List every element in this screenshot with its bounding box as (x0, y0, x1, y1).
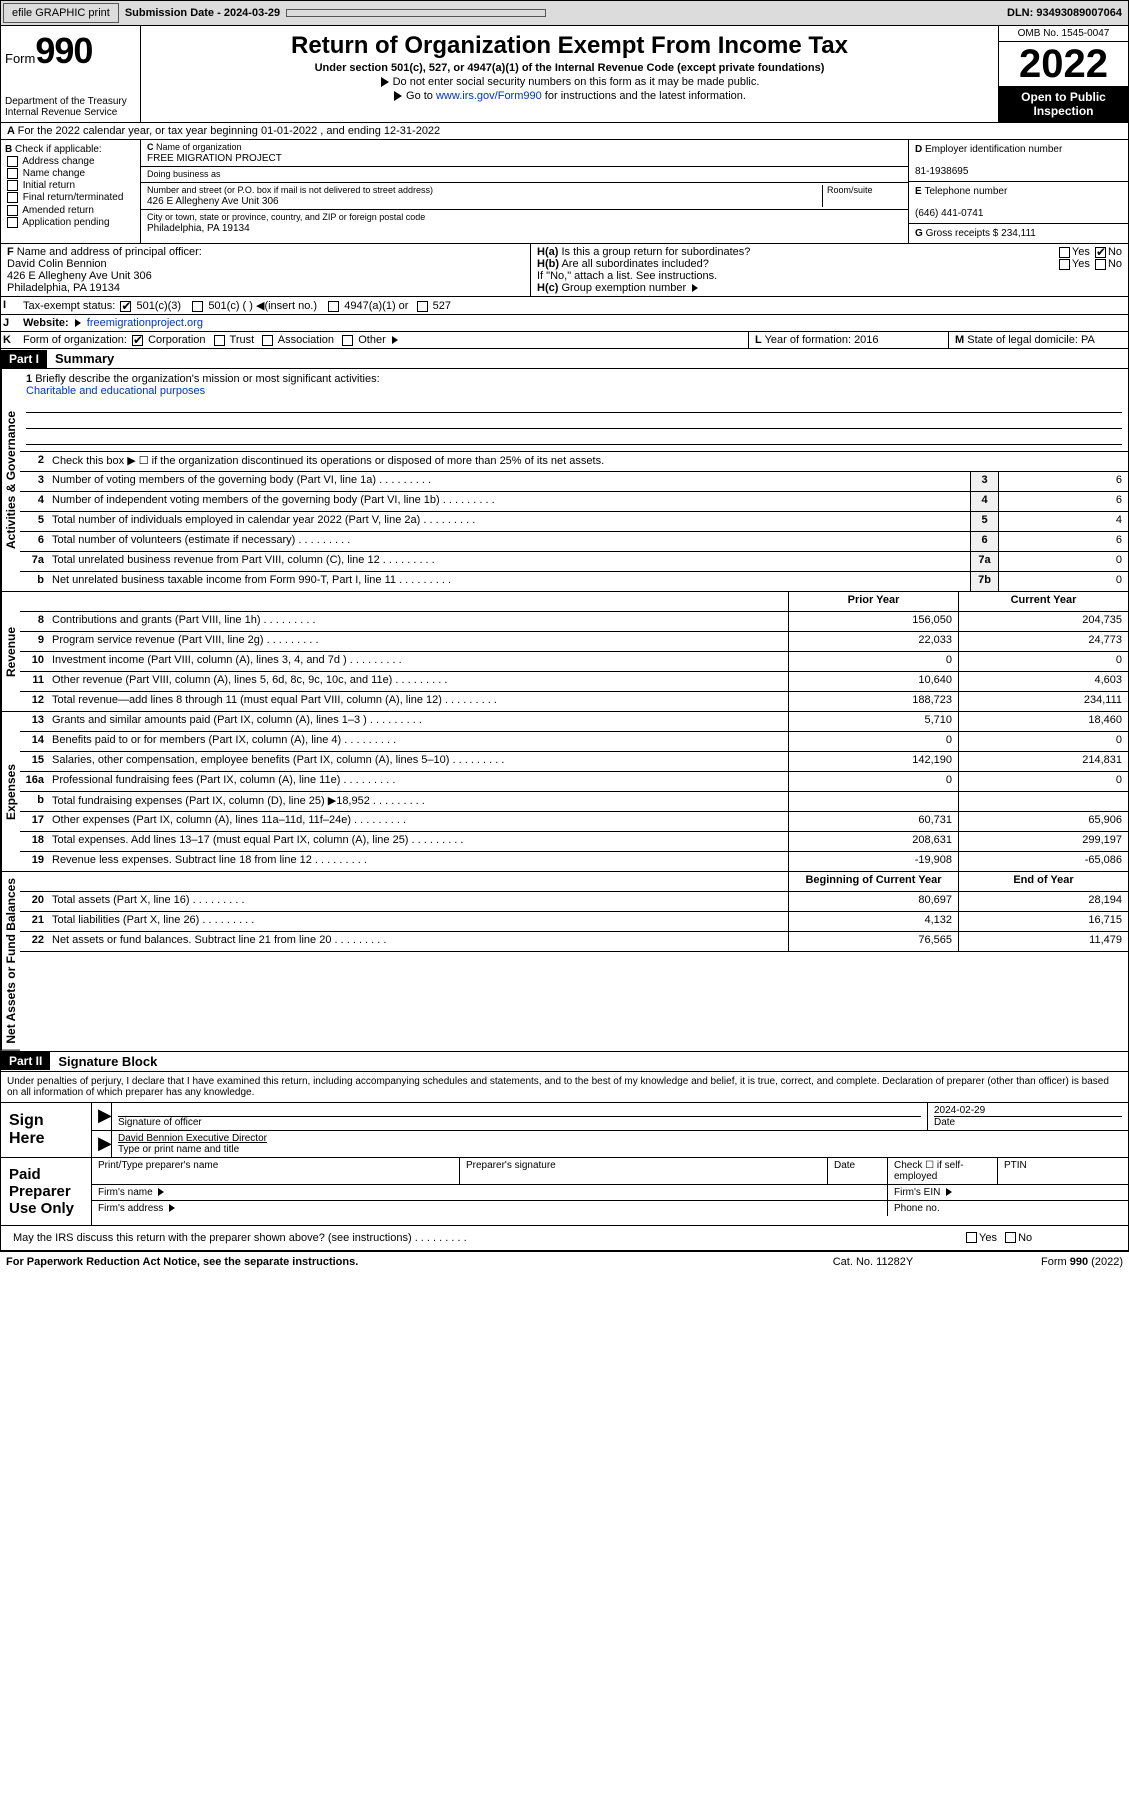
line-2: Check this box ▶ ☐ if the organization d… (48, 452, 1128, 471)
hdr-prior: Prior Year (788, 592, 958, 611)
part1-header: Part I Summary (0, 349, 1129, 369)
penalty-statement: Under penalties of perjury, I declare th… (0, 1072, 1129, 1103)
line-11: 11 Other revenue (Part VIII, column (A),… (20, 672, 1128, 692)
form-subtitle: Under section 501(c), 527, or 4947(a)(1)… (149, 62, 990, 74)
hdr-curr: Current Year (958, 592, 1128, 611)
vtab-governance: Activities & Governance (1, 369, 20, 592)
gross-cell: G Gross receipts $ 234,111 (909, 224, 1128, 243)
dba-cell: Doing business as (141, 167, 908, 183)
line-8: 8 Contributions and grants (Part VIII, l… (20, 612, 1128, 632)
hdr-eoy: End of Year (958, 872, 1128, 891)
group-return-block: H(a) Is this a group return for subordin… (531, 244, 1128, 296)
state-domicile: M State of legal domicile: PA (948, 332, 1128, 348)
line-15: 15 Salaries, other compensation, employe… (20, 752, 1128, 772)
line-16a: 16a Professional fundraising fees (Part … (20, 772, 1128, 792)
line-6: 6 Total number of volunteers (estimate i… (20, 532, 1128, 552)
hdr-boy: Beginning of Current Year (788, 872, 958, 891)
dln: DLN: 93493089007064 (1001, 7, 1128, 19)
phone-cell: E Telephone number(646) 441-0741 (909, 182, 1128, 224)
firm-ein: Firm's EIN (888, 1185, 1128, 1200)
line-7a: 7a Total unrelated business revenue from… (20, 552, 1128, 572)
line-4: 4 Number of independent voting members o… (20, 492, 1128, 512)
line-18: 18 Total expenses. Add lines 13–17 (must… (20, 832, 1128, 852)
submission-date: Submission Date - 2024-03-29 (121, 7, 284, 19)
tax-year: 2022 (999, 42, 1128, 86)
line-b: b Net unrelated business taxable income … (20, 572, 1128, 592)
line-9: 9 Program service revenue (Part VIII, li… (20, 632, 1128, 652)
ssn-warning: Do not enter social security numbers on … (149, 76, 990, 88)
vtab-expenses: Expenses (1, 712, 20, 872)
website-link[interactable]: freemigrationproject.org (87, 317, 203, 329)
vtab-revenue: Revenue (1, 592, 20, 712)
page-footer: For Paperwork Reduction Act Notice, see … (0, 1251, 1129, 1272)
col-b-checkboxes: B Check if applicable: Address change Na… (1, 140, 141, 243)
firm-name: Firm's name (92, 1185, 888, 1200)
org-name: FREE MIGRATION PROJECT (147, 153, 282, 164)
address-cell: Number and street (or P.O. box if mail i… (141, 183, 908, 210)
line-b: b Total fundraising expenses (Part IX, c… (20, 792, 1128, 812)
vtab-net: Net Assets or Fund Balances (1, 872, 20, 1051)
mission-block: 1 Briefly describe the organization's mi… (20, 369, 1128, 452)
line-14: 14 Benefits paid to or for members (Part… (20, 732, 1128, 752)
sign-here-label: Sign Here (1, 1103, 91, 1157)
officer-name: David Bennion Executive Director (118, 1133, 267, 1144)
preparer-sig-label: Preparer's signature (460, 1158, 828, 1184)
goto-link-line: Go to www.irs.gov/Form990 for instructio… (149, 90, 990, 102)
firm-phone: Phone no. (888, 1201, 1128, 1216)
form-header: Form990 Department of the Treasury Inter… (0, 26, 1129, 123)
open-public-badge: Open to Public Inspection (999, 86, 1128, 122)
principal-officer: F Name and address of principal officer:… (1, 244, 531, 296)
form-title: Return of Organization Exempt From Incom… (149, 32, 990, 60)
line-10: 10 Investment income (Part VIII, column … (20, 652, 1128, 672)
form-number: Form990 (5, 30, 136, 72)
line-20: 20 Total assets (Part X, line 16) 80,697… (20, 892, 1128, 912)
line-5: 5 Total number of individuals employed i… (20, 512, 1128, 532)
line-3: 3 Number of voting members of the govern… (20, 472, 1128, 492)
paid-preparer-label: Paid Preparer Use Only (1, 1158, 91, 1225)
ein-cell: D Employer identification number81-19386… (909, 140, 1128, 182)
sig-officer-label: Signature of officer (118, 1116, 921, 1128)
ptin-label: PTIN (998, 1158, 1128, 1184)
line-12: 12 Total revenue—add lines 8 through 11 … (20, 692, 1128, 712)
discuss-question: May the IRS discuss this return with the… (7, 1230, 962, 1246)
dept-treasury: Department of the Treasury Internal Reve… (5, 96, 136, 118)
omb-number: OMB No. 1545-0047 (999, 26, 1128, 42)
line-22: 22 Net assets or fund balances. Subtract… (20, 932, 1128, 952)
irs-link[interactable]: www.irs.gov/Form990 (436, 90, 542, 102)
row-a-tax-year: A For the 2022 calendar year, or tax yea… (0, 123, 1129, 140)
part2-header: Part II Signature Block (0, 1052, 1129, 1072)
line-13: 13 Grants and similar amounts paid (Part… (20, 712, 1128, 732)
line-17: 17 Other expenses (Part IX, column (A), … (20, 812, 1128, 832)
mission-answer: Charitable and educational purposes (26, 385, 205, 397)
org-name-cell: C Name of organization FREE MIGRATION PR… (141, 140, 908, 167)
sig-date: 2024-02-29 (934, 1105, 985, 1116)
year-formation: L Year of formation: 2016 (748, 332, 948, 348)
city-cell: City or town, state or province, country… (141, 210, 908, 236)
self-employed-check: Check ☐ if self-employed (888, 1158, 998, 1184)
website-row: Website: freemigrationproject.org (17, 315, 1128, 331)
form-of-org: Form of organization: Corporation Trust … (17, 332, 748, 348)
firm-address: Firm's address (92, 1201, 888, 1216)
top-bar: efile GRAPHIC print Submission Date - 20… (0, 0, 1129, 26)
tax-exempt-status: Tax-exempt status: 501(c)(3) 501(c) ( ) … (17, 297, 1128, 314)
line-21: 21 Total liabilities (Part X, line 26) 4… (20, 912, 1128, 932)
preparer-name-label: Print/Type preparer's name (92, 1158, 460, 1184)
line-19: 19 Revenue less expenses. Subtract line … (20, 852, 1128, 872)
efile-print-button[interactable]: efile GRAPHIC print (3, 3, 119, 23)
blank-button[interactable] (286, 9, 546, 17)
preparer-date-label: Date (828, 1158, 888, 1184)
